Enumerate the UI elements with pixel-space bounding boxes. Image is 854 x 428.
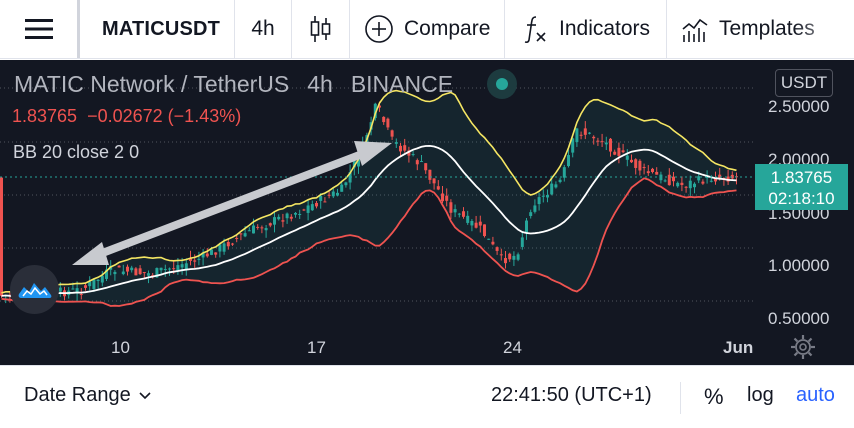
- plus-circle-icon: [365, 15, 393, 43]
- tradingview-logo[interactable]: [10, 265, 59, 314]
- templates-chart-icon: [682, 18, 708, 42]
- compare-label: Compare: [404, 17, 491, 40]
- time-tick-label: 24: [503, 338, 522, 357]
- bollinger-basis-line: [1, 144, 737, 298]
- divider: [680, 382, 681, 414]
- time-tick-label: 17: [307, 338, 326, 357]
- indicator-legend[interactable]: BB 20 close 2 0: [13, 142, 140, 162]
- date-range-label: Date Range: [24, 384, 131, 406]
- bollinger-upper-line: [1, 89, 737, 294]
- grid-lines: [0, 87, 754, 302]
- legend-symbol-name: MATIC Network / TetherUS: [14, 71, 290, 97]
- top-toolbar: MATICUSDT 4h Compare Indicators: [0, 0, 854, 59]
- indicators-label: Indicators: [559, 17, 651, 40]
- templates-label: Templates: [719, 17, 815, 40]
- current-price-value: 1.83765: [770, 168, 833, 187]
- interval-label: 4h: [251, 17, 275, 40]
- legend-last-price: 1.83765: [12, 106, 78, 126]
- hamburger-icon: [24, 19, 53, 39]
- symbol-search-button[interactable]: MATICUSDT: [80, 0, 235, 58]
- legend-change: −0.02672 (−1.43%): [87, 106, 242, 126]
- percent-scale-toggle[interactable]: %: [704, 384, 724, 409]
- chart-pane[interactable]: 2.50000 2.00000 1.50000 1.00000 0.50000 …: [0, 60, 854, 365]
- menu-button[interactable]: [0, 0, 80, 58]
- function-icon: [524, 16, 546, 43]
- compare-button[interactable]: Compare: [350, 0, 505, 58]
- symbol-legend[interactable]: MATIC Network / TetherUS 4h BINANCE: [14, 71, 453, 98]
- symbol-label: MATICUSDT: [102, 17, 221, 40]
- chevron-down-icon: [139, 391, 151, 399]
- bottom-toolbar: Date Range 22:41:50 (UTC+1) % log auto: [0, 365, 854, 428]
- templates-button[interactable]: Templates: [667, 0, 854, 58]
- legend-price-values: 1.83765 −0.02672 (−1.43%): [12, 106, 241, 127]
- cloud-logo-icon: [18, 282, 51, 298]
- indicators-button[interactable]: Indicators: [505, 0, 667, 58]
- price-tick-label: 1.00000: [768, 256, 829, 275]
- date-range-button[interactable]: Date Range: [24, 384, 151, 407]
- legend-interval: 4h: [307, 71, 333, 97]
- trend-arrow-drawing[interactable]: [72, 141, 392, 265]
- candlestick-icon: [310, 16, 330, 42]
- interval-button[interactable]: 4h: [235, 0, 292, 58]
- current-price-tag: 1.83765 02:18:10: [755, 164, 848, 210]
- price-tick-label: 0.50000: [768, 309, 829, 328]
- currency-unit-badge[interactable]: USDT: [775, 69, 833, 97]
- chart-type-button[interactable]: [292, 0, 350, 58]
- time-tick-label: Jun: [723, 338, 753, 357]
- timezone-clock[interactable]: 22:41:50 (UTC+1): [491, 384, 652, 406]
- market-status-icon[interactable]: [487, 69, 517, 99]
- bollinger-lower-line: [1, 177, 737, 307]
- legend-exchange: BINANCE: [350, 71, 454, 97]
- price-tick-label: 2.50000: [768, 97, 829, 116]
- gear-icon[interactable]: [790, 334, 816, 360]
- log-scale-toggle[interactable]: log: [747, 384, 774, 406]
- bar-countdown: 02:18:10: [768, 189, 835, 208]
- bollinger-band-fill: [1, 90, 737, 306]
- auto-scale-toggle[interactable]: auto: [796, 384, 835, 406]
- price-chart-canvas[interactable]: 2.50000 2.00000 1.50000 1.00000 0.50000 …: [0, 60, 854, 365]
- time-tick-label: 10: [111, 338, 130, 357]
